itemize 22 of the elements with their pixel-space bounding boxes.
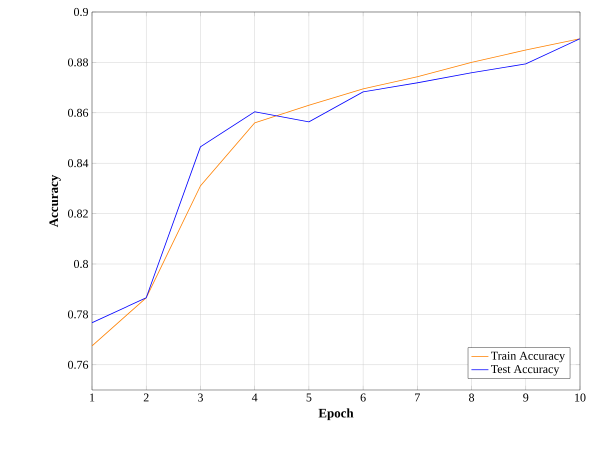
x-tick-label: 6 (360, 394, 366, 402)
y-tick-label: 0.84 (68, 159, 88, 168)
x-tick-label: 7 (415, 394, 420, 402)
legend-label: Train Accuracy (491, 352, 566, 362)
y-tick-label: 0.8 (74, 260, 88, 268)
x-tick-label: 3 (198, 394, 203, 402)
y-axis-title: Accuracy (49, 174, 61, 228)
x-tick-label: 1 (90, 394, 94, 402)
x-tick-label: 9 (523, 394, 528, 402)
x-tick-label: 10 (575, 394, 586, 402)
x-axis-title: Epoch (318, 408, 354, 420)
y-tick-label: 0.88 (68, 58, 88, 66)
y-tick-label: 0.82 (68, 210, 88, 218)
x-tick-label: 8 (469, 394, 474, 402)
x-tick-label: 5 (306, 394, 312, 402)
legend-label: Test Accuracy (491, 365, 560, 376)
x-tick-label: 4 (252, 394, 258, 402)
y-tick-label: 0.86 (68, 108, 88, 117)
x-tick-label: 2 (144, 394, 149, 402)
y-tick-label: 0.76 (68, 360, 88, 369)
y-tick-label: 0.9 (74, 8, 88, 16)
y-tick-label: 0.78 (68, 310, 88, 318)
